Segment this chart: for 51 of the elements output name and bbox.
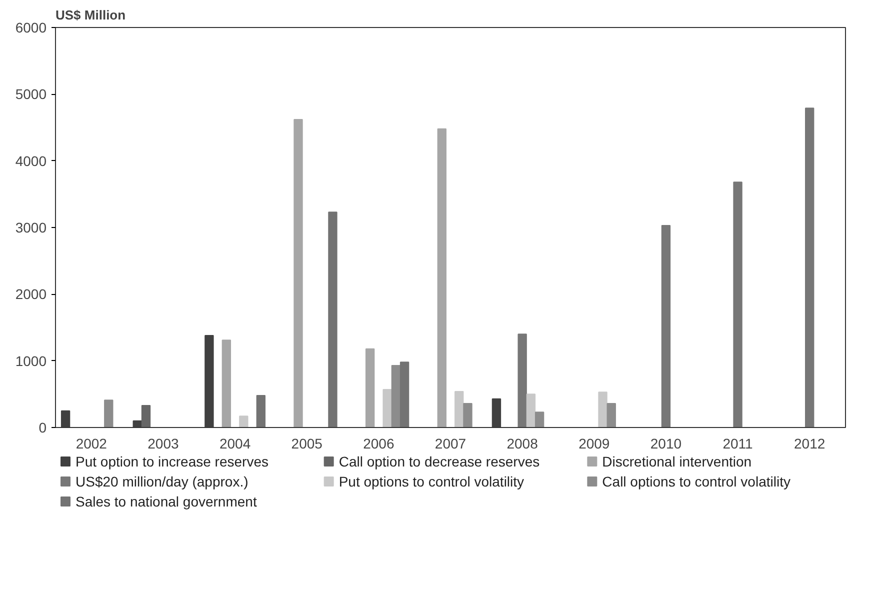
x-tick-label: 2011 bbox=[722, 436, 754, 452]
bar bbox=[463, 403, 472, 428]
bar bbox=[222, 340, 232, 428]
bar bbox=[454, 391, 464, 428]
bar bbox=[400, 362, 410, 428]
y-tick-label: 1000 bbox=[15, 352, 47, 369]
bar bbox=[437, 128, 446, 428]
y-tick-label: 0 bbox=[38, 420, 47, 436]
bar bbox=[60, 410, 70, 428]
bar bbox=[391, 365, 401, 428]
bar bbox=[492, 398, 502, 428]
legend-label: Call options to control volatility bbox=[602, 474, 790, 490]
x-tick-label: 2007 bbox=[434, 436, 466, 452]
bar bbox=[104, 400, 114, 428]
bar bbox=[733, 182, 742, 428]
y-tick-label: 5000 bbox=[15, 86, 47, 102]
legend-label: Discretional intervention bbox=[602, 454, 752, 470]
y-tick-label: 4000 bbox=[15, 152, 47, 169]
bar bbox=[518, 334, 527, 428]
bar bbox=[382, 389, 392, 428]
x-tick-label: 2004 bbox=[219, 436, 251, 452]
bar bbox=[365, 348, 375, 428]
bar bbox=[661, 225, 671, 428]
bar bbox=[804, 108, 814, 428]
legend-label: Sales to national government bbox=[76, 494, 257, 510]
bar bbox=[526, 394, 536, 428]
x-tick-label: 2009 bbox=[578, 436, 610, 452]
x-tick-label: 2002 bbox=[76, 436, 108, 452]
legend-label: Put option to increase reserves bbox=[76, 454, 268, 470]
y-tick-label: 2000 bbox=[15, 286, 47, 302]
x-tick-label: 2010 bbox=[650, 436, 682, 452]
x-tick-label: 2008 bbox=[506, 436, 538, 452]
bar bbox=[204, 335, 214, 428]
legend-label: Call option to decrease reserves bbox=[338, 454, 540, 470]
x-tick-label: 2005 bbox=[291, 436, 323, 452]
bar bbox=[598, 392, 608, 428]
x-tick-label: 2003 bbox=[148, 436, 180, 452]
legend-label: US$20 million/day (approx.) bbox=[76, 474, 248, 490]
bar bbox=[328, 212, 338, 428]
y-tick-label: 3000 bbox=[15, 220, 47, 236]
bar bbox=[256, 395, 266, 428]
x-tick-label: 2012 bbox=[794, 436, 826, 452]
bar bbox=[294, 119, 303, 428]
bar bbox=[141, 405, 151, 428]
bar bbox=[606, 403, 616, 428]
bar bbox=[239, 416, 248, 428]
y-axis-title: US$ Million bbox=[56, 8, 126, 22]
legend-label: Put options to control volatility bbox=[338, 474, 524, 490]
x-tick-label: 2006 bbox=[363, 436, 394, 452]
y-tick-label: 6000 bbox=[15, 20, 47, 36]
bar bbox=[534, 412, 544, 428]
